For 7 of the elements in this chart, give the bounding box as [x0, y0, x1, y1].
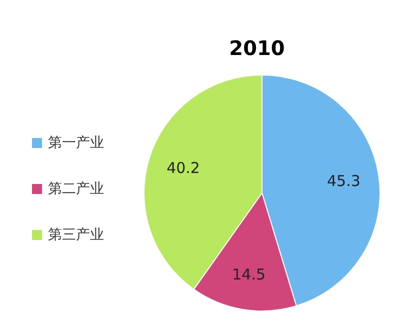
- data-label: 45.3: [327, 172, 360, 190]
- legend-label: 第二产业: [48, 180, 104, 198]
- legend-label: 第一产业: [48, 134, 104, 152]
- chart-title: 2010: [228, 36, 286, 60]
- data-label: 14.5: [232, 266, 266, 284]
- legend-label: 第三产业: [48, 226, 104, 244]
- data-label: 40.2: [166, 158, 200, 177]
